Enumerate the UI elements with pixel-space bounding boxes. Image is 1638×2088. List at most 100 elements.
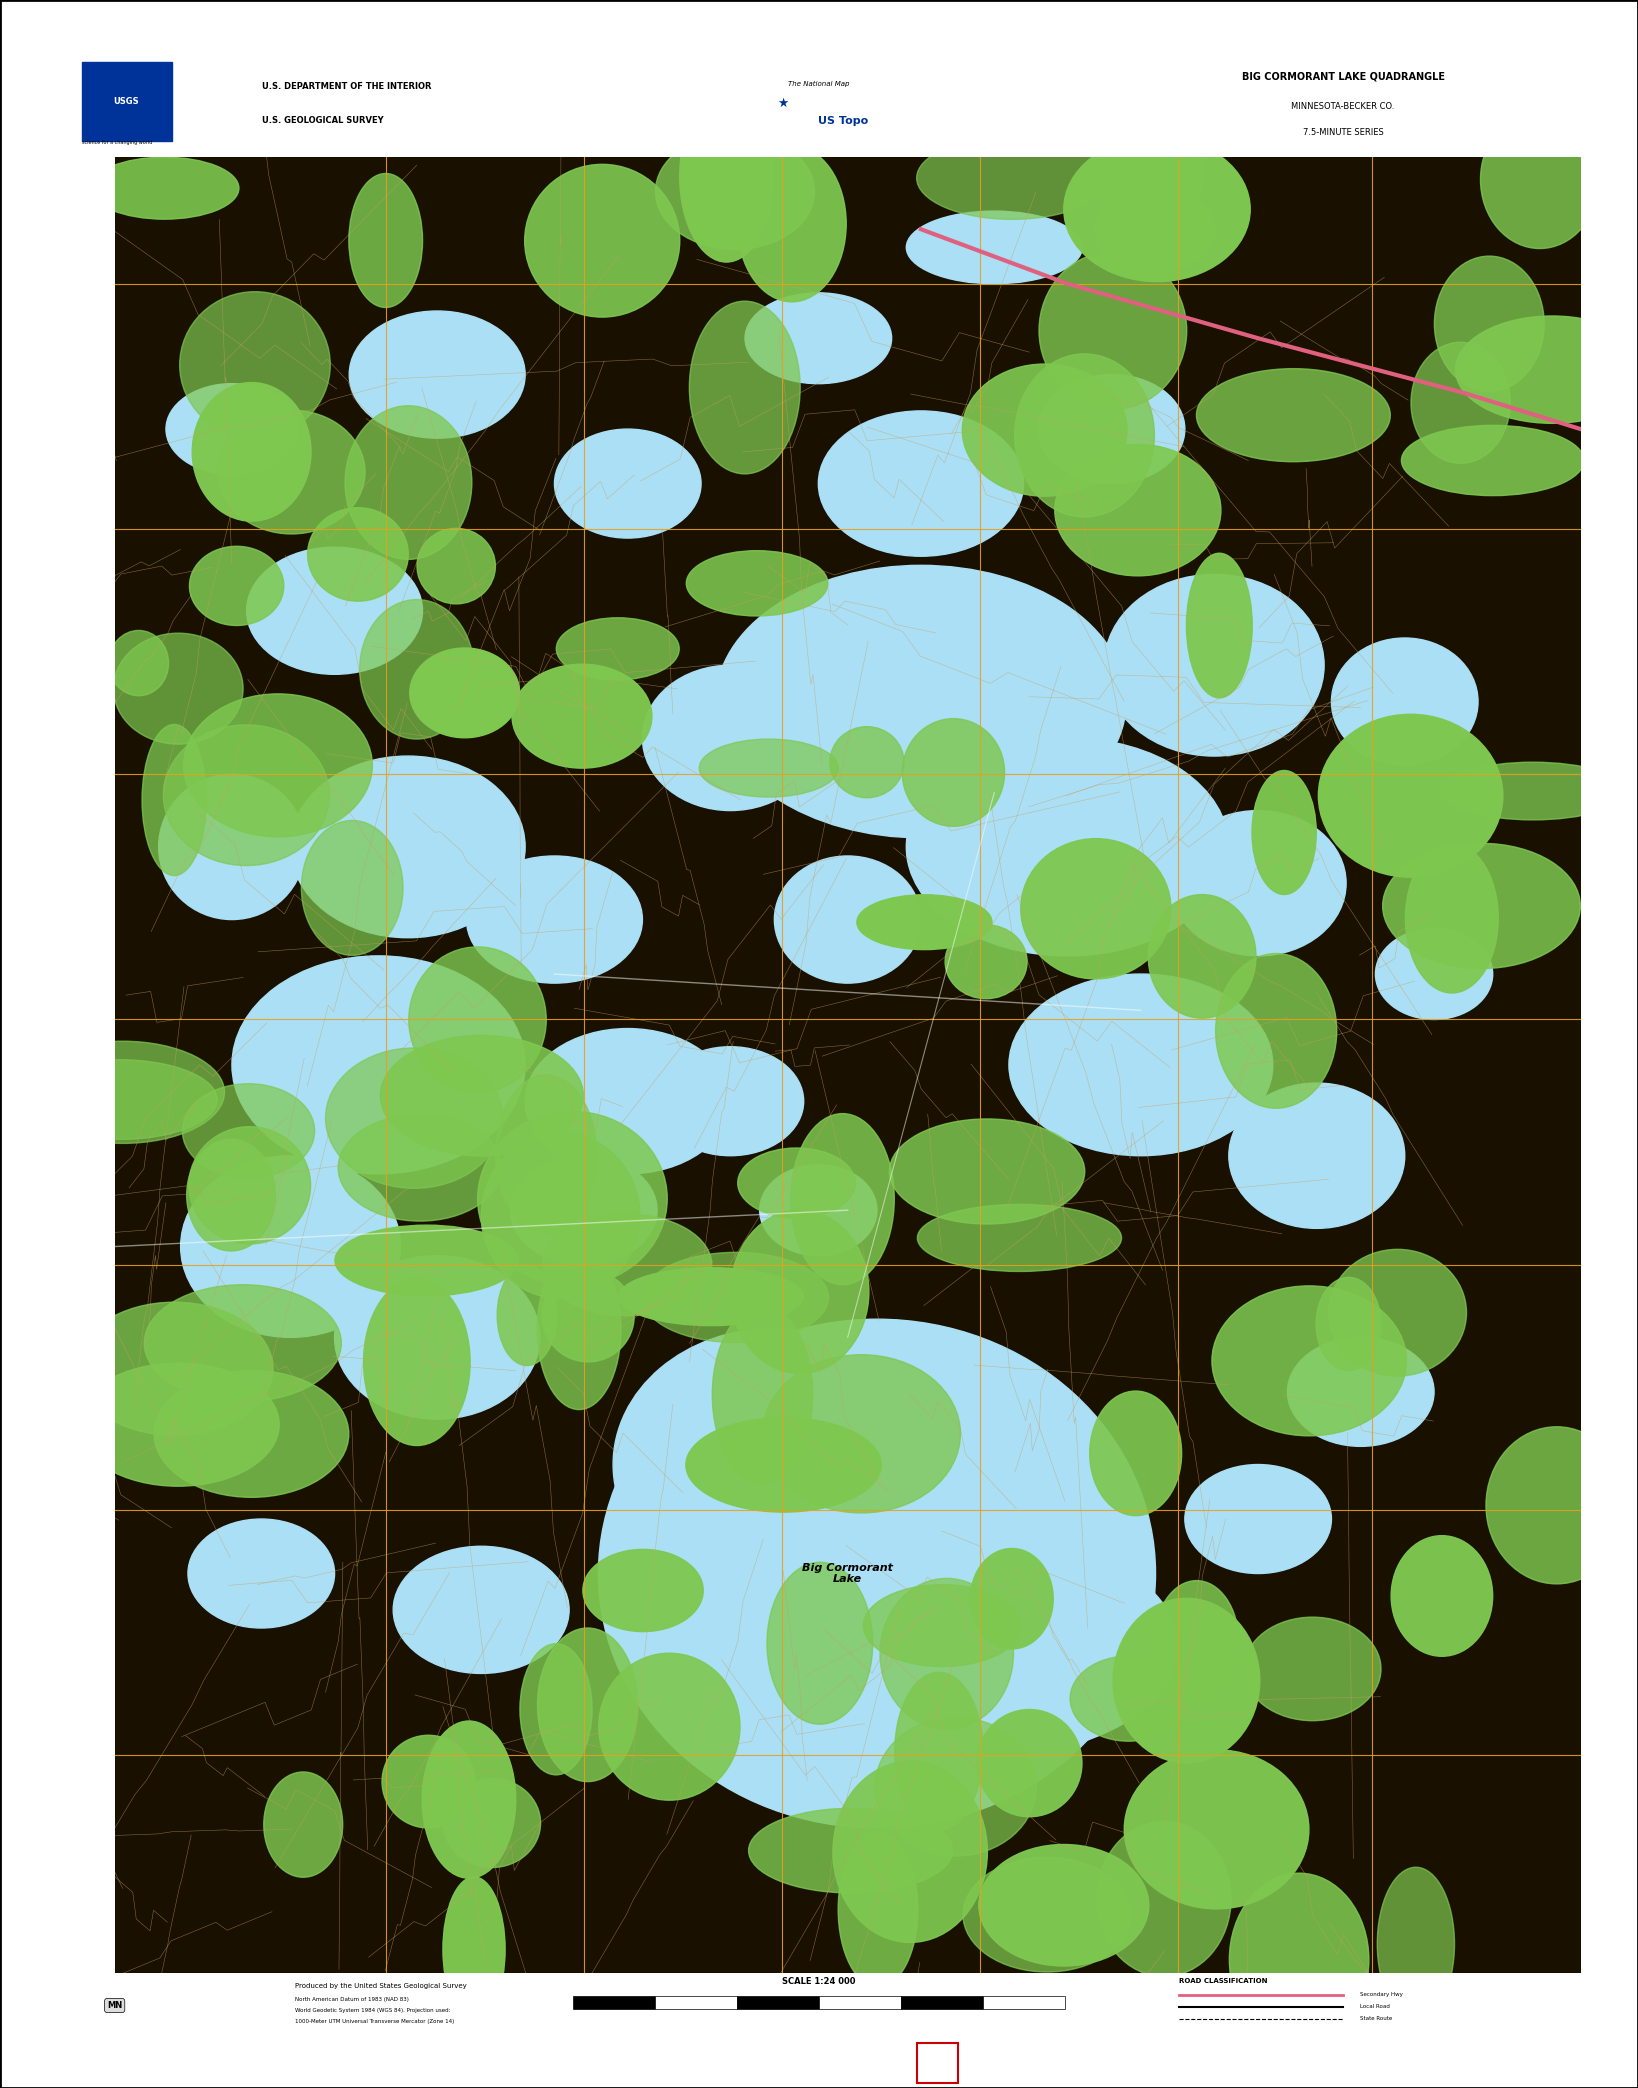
Ellipse shape bbox=[1212, 1286, 1407, 1437]
Ellipse shape bbox=[1170, 810, 1346, 956]
Ellipse shape bbox=[360, 599, 473, 739]
Ellipse shape bbox=[478, 1111, 667, 1286]
Ellipse shape bbox=[334, 1226, 518, 1297]
Ellipse shape bbox=[247, 547, 423, 674]
Ellipse shape bbox=[875, 1718, 1037, 1856]
Ellipse shape bbox=[308, 507, 408, 601]
Ellipse shape bbox=[393, 1547, 568, 1672]
Ellipse shape bbox=[444, 1779, 541, 1867]
Ellipse shape bbox=[423, 1721, 516, 1879]
Text: USGS: USGS bbox=[113, 96, 139, 106]
Ellipse shape bbox=[1055, 445, 1220, 576]
Ellipse shape bbox=[583, 1549, 703, 1631]
Ellipse shape bbox=[699, 739, 839, 798]
Ellipse shape bbox=[542, 1215, 713, 1315]
Ellipse shape bbox=[1456, 315, 1638, 424]
Text: Produced by the United States Geological Survey: Produced by the United States Geological… bbox=[295, 1984, 467, 1990]
Ellipse shape bbox=[1184, 1464, 1332, 1574]
Ellipse shape bbox=[686, 1418, 881, 1512]
Ellipse shape bbox=[791, 1113, 894, 1284]
Ellipse shape bbox=[962, 363, 1127, 497]
Ellipse shape bbox=[159, 775, 305, 919]
Text: ★: ★ bbox=[778, 96, 788, 111]
Text: U.S. GEOLOGICAL SURVEY: U.S. GEOLOGICAL SURVEY bbox=[262, 117, 383, 125]
Ellipse shape bbox=[442, 1877, 505, 2021]
Ellipse shape bbox=[731, 1209, 868, 1374]
Ellipse shape bbox=[410, 946, 545, 1092]
Ellipse shape bbox=[1063, 138, 1250, 282]
Ellipse shape bbox=[830, 727, 904, 798]
Ellipse shape bbox=[1093, 90, 1204, 240]
Ellipse shape bbox=[906, 211, 1083, 284]
Ellipse shape bbox=[963, 1858, 1130, 1971]
Ellipse shape bbox=[619, 1267, 803, 1326]
Ellipse shape bbox=[1155, 1581, 1238, 1702]
Text: Big Cormorant
Lake: Big Cormorant Lake bbox=[803, 1562, 893, 1585]
Ellipse shape bbox=[745, 292, 891, 384]
Ellipse shape bbox=[811, 1537, 1178, 1756]
Ellipse shape bbox=[1410, 342, 1510, 464]
Ellipse shape bbox=[264, 1773, 342, 1877]
Ellipse shape bbox=[863, 1585, 1020, 1666]
Ellipse shape bbox=[690, 301, 801, 474]
Ellipse shape bbox=[1481, 111, 1599, 248]
Ellipse shape bbox=[680, 92, 773, 263]
Ellipse shape bbox=[857, 896, 993, 950]
Ellipse shape bbox=[21, 1042, 224, 1144]
Text: US Topo: US Topo bbox=[819, 117, 868, 125]
Ellipse shape bbox=[498, 1265, 557, 1366]
Ellipse shape bbox=[418, 528, 495, 603]
Ellipse shape bbox=[1215, 954, 1337, 1109]
Text: Secondary Hwy: Secondary Hwy bbox=[1360, 1992, 1402, 1996]
Bar bbox=[917, 2042, 958, 2084]
Ellipse shape bbox=[218, 409, 365, 535]
Ellipse shape bbox=[182, 1084, 314, 1178]
Ellipse shape bbox=[526, 1029, 731, 1173]
Ellipse shape bbox=[1440, 762, 1627, 821]
Ellipse shape bbox=[511, 1157, 657, 1265]
Bar bbox=[901, 1996, 983, 2009]
Ellipse shape bbox=[762, 1355, 960, 1514]
Ellipse shape bbox=[90, 157, 239, 219]
Ellipse shape bbox=[917, 136, 1107, 219]
Text: science for a changing world: science for a changing world bbox=[82, 140, 152, 146]
Ellipse shape bbox=[301, 821, 403, 956]
Ellipse shape bbox=[496, 1075, 596, 1232]
Ellipse shape bbox=[1319, 714, 1502, 877]
Ellipse shape bbox=[537, 1629, 637, 1781]
Ellipse shape bbox=[113, 633, 242, 743]
Ellipse shape bbox=[1405, 844, 1499, 994]
Ellipse shape bbox=[713, 1307, 812, 1482]
Ellipse shape bbox=[1378, 1867, 1455, 2021]
Ellipse shape bbox=[839, 1831, 917, 1988]
Text: North American Datum of 1983 (NAD 83): North American Datum of 1983 (NAD 83) bbox=[295, 1996, 410, 2002]
Ellipse shape bbox=[165, 384, 298, 474]
Ellipse shape bbox=[1332, 639, 1477, 764]
Ellipse shape bbox=[537, 1249, 621, 1409]
Text: ROAD CLASSIFICATION: ROAD CLASSIFICATION bbox=[1179, 1977, 1268, 1984]
Ellipse shape bbox=[349, 173, 423, 307]
Ellipse shape bbox=[1230, 1873, 1369, 2046]
Bar bbox=[82, 63, 172, 140]
Ellipse shape bbox=[519, 1643, 591, 1775]
Bar bbox=[819, 1996, 901, 2009]
Ellipse shape bbox=[143, 725, 206, 875]
Ellipse shape bbox=[889, 1119, 1084, 1224]
Ellipse shape bbox=[945, 925, 1027, 998]
Ellipse shape bbox=[749, 1808, 953, 1894]
Ellipse shape bbox=[1097, 1821, 1232, 1977]
Ellipse shape bbox=[183, 693, 372, 837]
Ellipse shape bbox=[187, 1140, 275, 1251]
Ellipse shape bbox=[23, 1061, 218, 1140]
Ellipse shape bbox=[1196, 370, 1391, 461]
Ellipse shape bbox=[598, 1320, 1155, 1827]
Ellipse shape bbox=[970, 1549, 1053, 1650]
Ellipse shape bbox=[380, 1036, 583, 1157]
Ellipse shape bbox=[1315, 1278, 1381, 1370]
Text: BIG CORMORANT LAKE QUADRANGLE: BIG CORMORANT LAKE QUADRANGLE bbox=[1242, 71, 1445, 81]
Ellipse shape bbox=[1089, 1391, 1181, 1516]
Bar bbox=[655, 1996, 737, 2009]
Ellipse shape bbox=[657, 1046, 804, 1157]
Ellipse shape bbox=[600, 1654, 740, 1800]
Ellipse shape bbox=[980, 1844, 1148, 1967]
